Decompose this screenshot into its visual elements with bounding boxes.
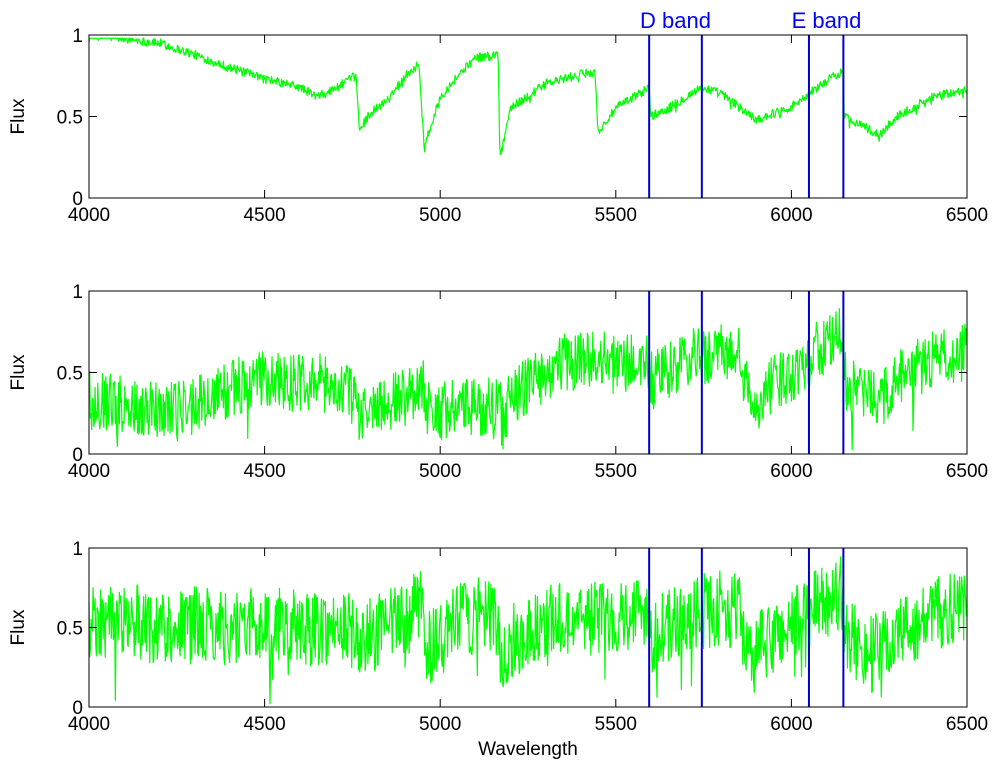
- y-axis-label: Flux: [8, 609, 29, 645]
- x-tick-label: 5500: [595, 205, 637, 226]
- x-tick-label: 6000: [770, 714, 812, 735]
- y-tick-label: 0: [72, 698, 83, 719]
- x-tick-label: 5500: [595, 461, 637, 482]
- x-axis-label: Wavelength: [478, 739, 578, 760]
- y-tick-label: 0: [72, 189, 83, 210]
- x-tick-label: 6000: [770, 205, 812, 226]
- spectrum-line-panel-3: [88, 556, 968, 705]
- y-tick-label: 0.5: [57, 364, 83, 385]
- y-tick-label: 0.5: [57, 108, 83, 129]
- y-tick-label: 1: [72, 26, 83, 47]
- band-label: D band: [640, 8, 711, 33]
- spectrum-line-panel-1: [88, 37, 968, 156]
- x-tick-label: 6000: [770, 461, 812, 482]
- y-tick-label: 1: [72, 282, 83, 303]
- y-tick-label: 0: [72, 445, 83, 466]
- x-tick-label: 4500: [243, 461, 285, 482]
- spectrum-line-panel-2: [88, 308, 968, 451]
- axes-box-panel-1: [88, 34, 968, 199]
- x-tick-label: 6500: [946, 205, 988, 226]
- band-label: E band: [792, 8, 862, 33]
- x-tick-label: 4000: [68, 714, 110, 735]
- y-tick-label: 0.5: [57, 619, 83, 640]
- x-tick-label: 4000: [68, 205, 110, 226]
- y-axis-label: Flux: [8, 98, 29, 134]
- x-tick-label: 5500: [595, 714, 637, 735]
- y-tick-label: 1: [72, 539, 83, 560]
- x-tick-label: 4500: [243, 205, 285, 226]
- y-axis-label: Flux: [8, 354, 29, 390]
- x-tick-label: 5000: [419, 714, 461, 735]
- x-tick-label: 5000: [419, 461, 461, 482]
- x-tick-label: 4000: [68, 461, 110, 482]
- x-tick-label: 6500: [946, 461, 988, 482]
- x-tick-label: 4500: [243, 714, 285, 735]
- x-tick-label: 6500: [946, 714, 988, 735]
- x-tick-label: 5000: [419, 205, 461, 226]
